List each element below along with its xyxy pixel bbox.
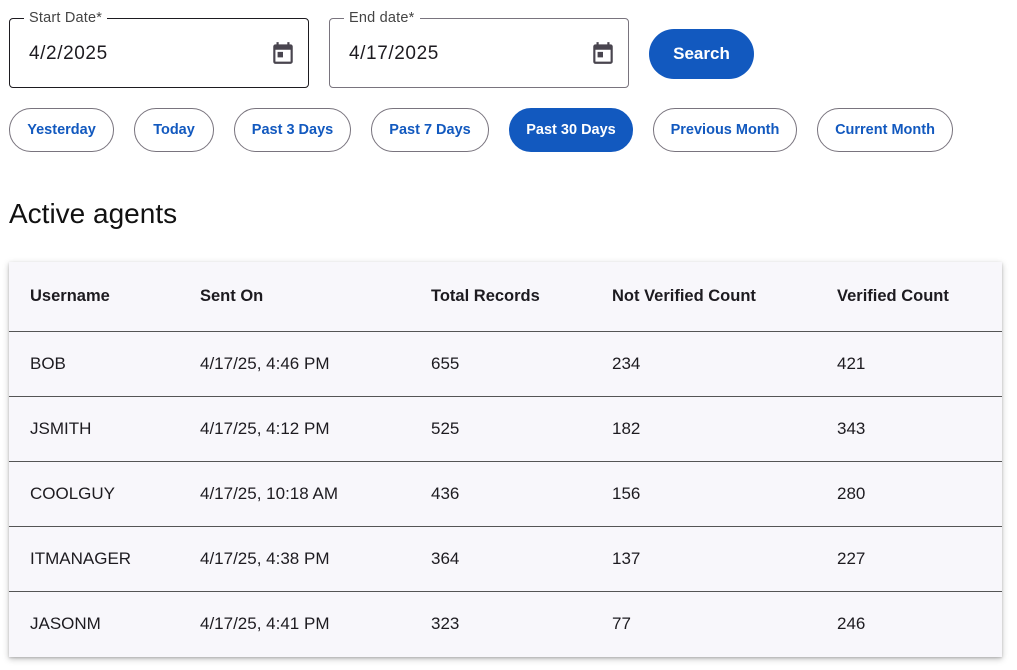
column-header-total-records[interactable]: Total Records — [410, 262, 591, 332]
cell-verified-count: 227 — [816, 526, 1002, 592]
search-button[interactable]: Search — [649, 29, 754, 79]
cell-sent-on: 4/17/25, 4:41 PM — [200, 614, 330, 633]
start-date-field[interactable]: Start Date* 4/2/2025 — [9, 9, 309, 88]
chip-past-30-days[interactable]: Past 30 Days — [509, 108, 633, 152]
calendar-icon[interactable] — [270, 40, 296, 66]
start-date-value[interactable]: 4/2/2025 — [29, 43, 108, 64]
cell-total-records: 323 — [431, 614, 460, 633]
cell-total-records: 655 — [410, 331, 591, 397]
table-row[interactable]: JSMITH 4/17/25, 4:12 PM 525 182 343 — [9, 396, 1002, 462]
cell-not-verified-count: 137 — [591, 526, 816, 592]
table-row[interactable]: COOLGUY 4/17/25, 10:18 AM 436 156 280 — [9, 461, 1002, 527]
cell-not-verified-count: 234 — [591, 331, 816, 397]
end-date-field[interactable]: End date* 4/17/2025 — [329, 9, 629, 88]
cell-not-verified-count: 156 — [591, 461, 816, 527]
cell-username: JASONM — [30, 614, 101, 633]
cell-sent-on: 4/17/25, 4:46 PM — [179, 331, 410, 397]
cell-sent-on: 4/17/25, 10:18 AM — [179, 461, 410, 527]
end-date-value[interactable]: 4/17/2025 — [349, 43, 439, 64]
cell-verified-count: 280 — [816, 461, 1002, 527]
table-row[interactable]: JASONM 4/17/25, 4:41 PM 323 77 246 — [9, 592, 1002, 657]
chip-previous-month[interactable]: Previous Month — [653, 108, 797, 152]
cell-not-verified-count: 77 — [612, 614, 631, 633]
cell-total-records: 364 — [410, 526, 591, 592]
column-header-verified-count[interactable]: Verified Count — [816, 262, 1002, 332]
column-header-sent-on[interactable]: Sent On — [179, 262, 410, 332]
cell-not-verified-count: 182 — [591, 396, 816, 462]
cell-sent-on: 4/17/25, 4:12 PM — [179, 396, 410, 462]
section-title: Active agents — [9, 198, 178, 229]
cell-username: JSMITH — [9, 396, 179, 462]
chip-current-month[interactable]: Current Month — [817, 108, 953, 152]
cell-username: COOLGUY — [9, 461, 179, 527]
cell-verified-count: 421 — [816, 331, 1002, 397]
start-date-label: Start Date* — [24, 9, 108, 27]
table-row[interactable]: ITMANAGER 4/17/25, 4:38 PM 364 137 227 — [9, 526, 1002, 592]
cell-username: BOB — [9, 331, 179, 397]
cell-username: ITMANAGER — [9, 526, 179, 592]
table-row[interactable]: BOB 4/17/25, 4:46 PM 655 234 421 — [9, 331, 1002, 397]
cell-total-records: 436 — [410, 461, 591, 527]
agents-table: Username Sent On Total Records Not Verif… — [9, 262, 1002, 657]
column-header-not-verified-count[interactable]: Not Verified Count — [591, 262, 816, 332]
table-header-row: Username Sent On Total Records Not Verif… — [9, 262, 1002, 332]
calendar-icon[interactable] — [590, 40, 616, 66]
end-date-label: End date* — [344, 9, 420, 27]
cell-total-records: 525 — [410, 396, 591, 462]
chip-past-7-days[interactable]: Past 7 Days — [371, 108, 489, 152]
chip-today[interactable]: Today — [134, 108, 214, 152]
cell-sent-on: 4/17/25, 4:38 PM — [179, 526, 410, 592]
cell-verified-count: 343 — [816, 396, 1002, 462]
column-header-username[interactable]: Username — [9, 262, 179, 332]
cell-verified-count: 246 — [837, 614, 866, 633]
chip-past-3-days[interactable]: Past 3 Days — [234, 108, 351, 152]
chip-yesterday[interactable]: Yesterday — [9, 108, 114, 152]
